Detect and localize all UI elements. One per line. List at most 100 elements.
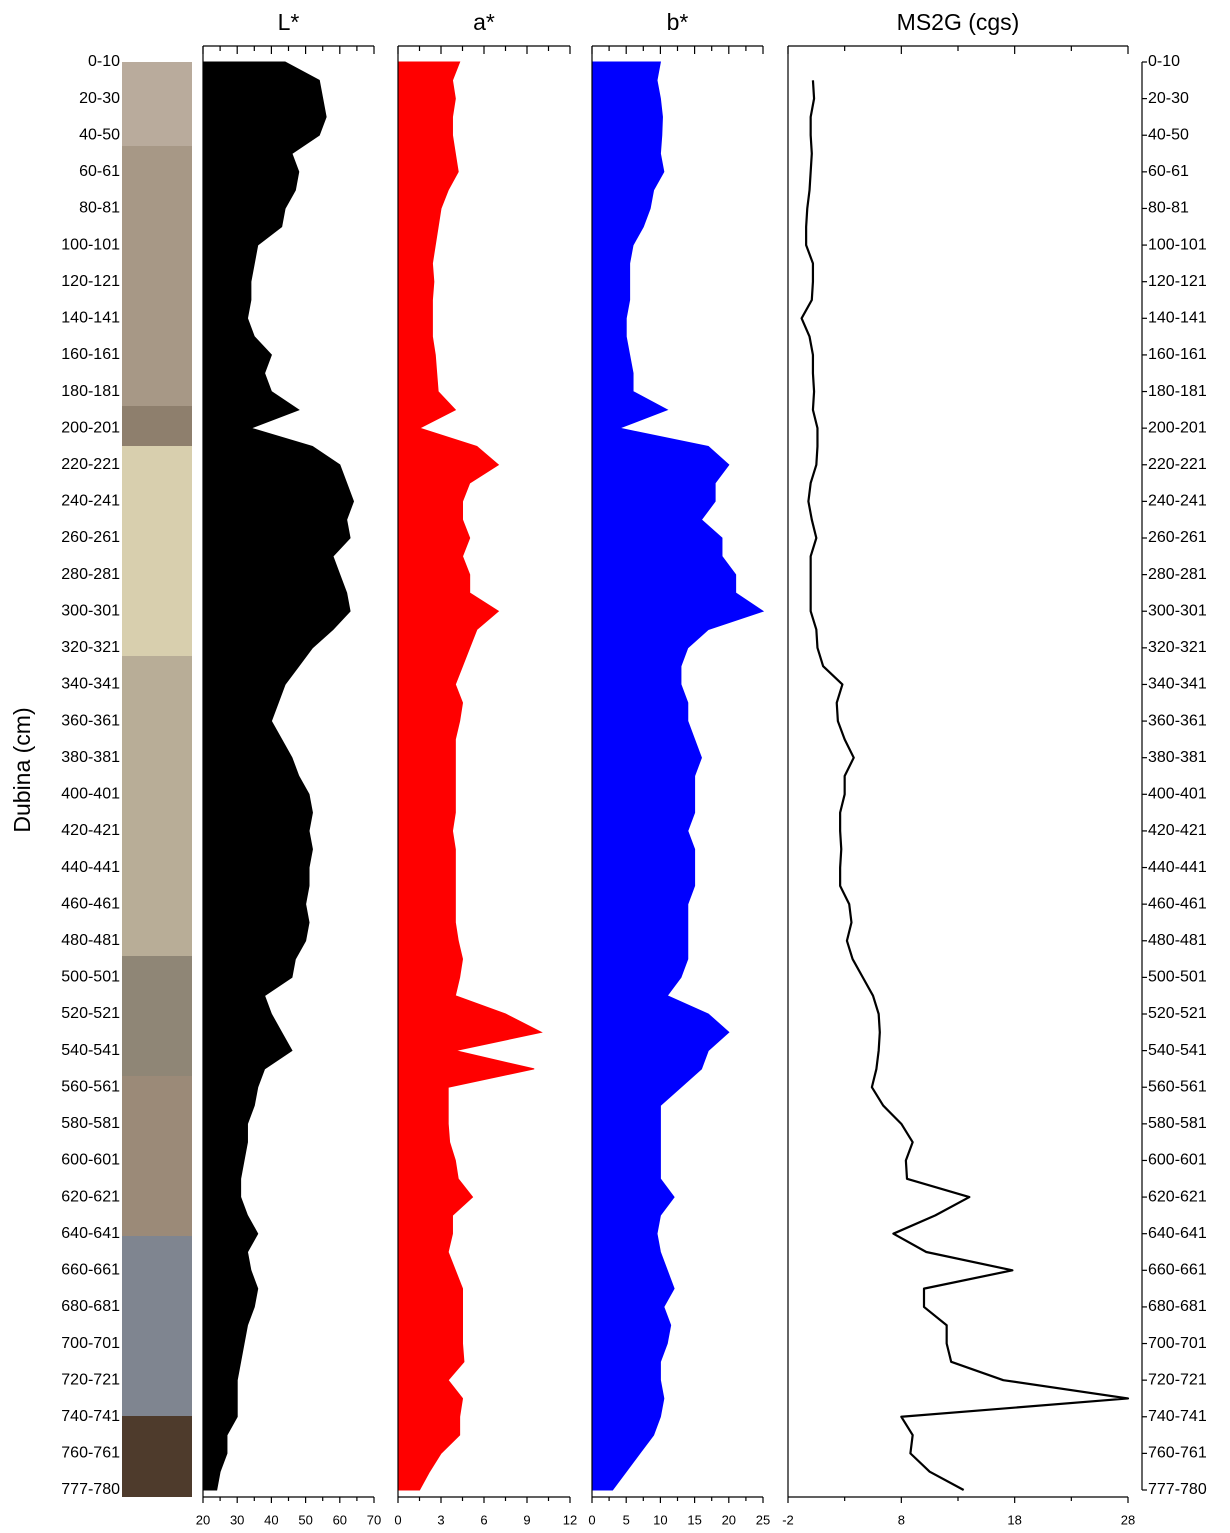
y-tick-label-right: 420-421 xyxy=(1148,822,1207,839)
y-tick-label: 520-521 xyxy=(61,1005,120,1022)
y-tick-label: 400-401 xyxy=(61,786,120,803)
y-tick-label: 640-641 xyxy=(61,1225,120,1242)
y-tick-label: 120-121 xyxy=(61,273,120,290)
y-tick-label-right: 460-461 xyxy=(1148,895,1207,912)
x-tick-label: 70 xyxy=(367,1512,381,1527)
y-tick-label-right: 480-481 xyxy=(1148,932,1207,949)
x-tick-label: 20 xyxy=(722,1512,736,1527)
y-tick-label-right: 140-141 xyxy=(1148,310,1207,327)
y-tick-label-right: 777-780 xyxy=(1148,1481,1207,1498)
y-tick-label-right: 600-601 xyxy=(1148,1152,1207,1169)
y-tick-label-right: 260-261 xyxy=(1148,529,1207,546)
y-tick-label: 200-201 xyxy=(61,419,120,436)
x-tick-label: 9 xyxy=(523,1512,530,1527)
y-tick-label-right: 660-661 xyxy=(1148,1262,1207,1279)
y-tick-label-right: 240-241 xyxy=(1148,493,1207,510)
y-tick-label: 80-81 xyxy=(79,200,120,217)
y-tick-label: 720-721 xyxy=(61,1371,120,1388)
x-tick-label: 3 xyxy=(437,1512,444,1527)
x-tick-label: 10 xyxy=(653,1512,667,1527)
y-tick-label: 500-501 xyxy=(61,969,120,986)
x-tick-label: 5 xyxy=(623,1512,630,1527)
area xyxy=(397,61,543,1491)
y-tick-label: 0-10 xyxy=(88,53,120,70)
y-tick-label-right: 400-401 xyxy=(1148,786,1207,803)
y-tick-label: 260-261 xyxy=(61,529,120,546)
y-tick-label: 140-141 xyxy=(61,310,120,327)
y-tick-label: 700-701 xyxy=(61,1335,120,1352)
y-tick-label: 160-161 xyxy=(61,346,120,363)
y-tick-label-right: 0-10 xyxy=(1148,53,1180,70)
y-tick-label: 360-361 xyxy=(61,712,120,729)
y-tick-label: 740-741 xyxy=(61,1408,120,1425)
y-tick-label: 420-421 xyxy=(61,822,120,839)
y-tick-label-right: 220-221 xyxy=(1148,456,1207,473)
y-tick-label: 540-541 xyxy=(61,1042,120,1059)
y-tick-label: 760-761 xyxy=(61,1445,120,1462)
y-tick-label-right: 180-181 xyxy=(1148,383,1207,400)
x-tick-label: 20 xyxy=(196,1512,210,1527)
y-tick-label-right: 680-681 xyxy=(1148,1298,1207,1315)
y-tick-label-right: 340-341 xyxy=(1148,676,1207,693)
x-tick-label: 12 xyxy=(563,1512,577,1527)
y-tick-label: 20-30 xyxy=(79,90,120,107)
y-tick-label-right: 60-61 xyxy=(1148,163,1189,180)
y-tick-label: 440-441 xyxy=(61,859,120,876)
x-tick-label: 30 xyxy=(230,1512,244,1527)
y-tick-label-right: 280-281 xyxy=(1148,566,1207,583)
line xyxy=(800,80,1130,1491)
area xyxy=(591,61,765,1491)
y-tick-label-right: 540-541 xyxy=(1148,1042,1207,1059)
panel-title: b* xyxy=(667,9,689,35)
y-tick-label: 460-461 xyxy=(61,895,120,912)
y-tick-label-right: 760-761 xyxy=(1148,1445,1207,1462)
y-tick-label: 480-481 xyxy=(61,932,120,949)
y-tick-label: 180-181 xyxy=(61,383,120,400)
y-tick-label: 600-601 xyxy=(61,1152,120,1169)
y-tick-label: 60-61 xyxy=(79,163,120,180)
x-tick-label: 0 xyxy=(394,1512,401,1527)
y-tick-label-right: 520-521 xyxy=(1148,1005,1207,1022)
x-tick-label: 15 xyxy=(687,1512,701,1527)
y-tick-label-right: 100-101 xyxy=(1148,236,1207,253)
y-tick-label-right: 640-641 xyxy=(1148,1225,1207,1242)
y-tick-label: 40-50 xyxy=(79,126,120,143)
y-tick-label-right: 20-30 xyxy=(1148,90,1189,107)
x-tick-label: 25 xyxy=(756,1512,770,1527)
y-axis-label: Dubina (cm) xyxy=(9,707,35,832)
y-tick-label: 220-221 xyxy=(61,456,120,473)
core-photo xyxy=(122,62,192,1497)
y-tick-label-right: 300-301 xyxy=(1148,602,1207,619)
y-tick-label: 777-780 xyxy=(61,1481,120,1498)
y-tick-label: 100-101 xyxy=(61,236,120,253)
y-tick-label: 280-281 xyxy=(61,566,120,583)
y-tick-label-right: 740-741 xyxy=(1148,1408,1207,1425)
y-tick-label-right: 380-381 xyxy=(1148,749,1207,766)
y-tick-label-right: 120-121 xyxy=(1148,273,1207,290)
y-tick-label: 680-681 xyxy=(61,1298,120,1315)
y-tick-label-right: 320-321 xyxy=(1148,639,1207,656)
x-tick-label: 8 xyxy=(898,1512,905,1527)
y-tick-label-right: 560-561 xyxy=(1148,1078,1207,1095)
y-tick-label: 660-661 xyxy=(61,1262,120,1279)
y-tick-label-right: 720-721 xyxy=(1148,1371,1207,1388)
y-tick-label-right: 360-361 xyxy=(1148,712,1207,729)
y-tick-label-right: 200-201 xyxy=(1148,419,1207,436)
y-tick-label-right: 500-501 xyxy=(1148,969,1207,986)
x-tick-label: -2 xyxy=(782,1512,794,1527)
x-tick-label: 6 xyxy=(480,1512,487,1527)
y-tick-label: 620-621 xyxy=(61,1188,120,1205)
y-tick-label-right: 40-50 xyxy=(1148,126,1189,143)
x-tick-label: 50 xyxy=(298,1512,312,1527)
x-tick-label: 18 xyxy=(1007,1512,1021,1527)
y-tick-label-right: 160-161 xyxy=(1148,346,1207,363)
y-tick-label-right: 80-81 xyxy=(1148,200,1189,217)
y-tick-label: 240-241 xyxy=(61,493,120,510)
y-tick-label-right: 580-581 xyxy=(1148,1115,1207,1132)
panel-title: MS2G (cgs) xyxy=(897,9,1020,35)
x-tick-label: 0 xyxy=(588,1512,595,1527)
y-tick-label-right: 700-701 xyxy=(1148,1335,1207,1352)
x-tick-label: 60 xyxy=(333,1512,347,1527)
